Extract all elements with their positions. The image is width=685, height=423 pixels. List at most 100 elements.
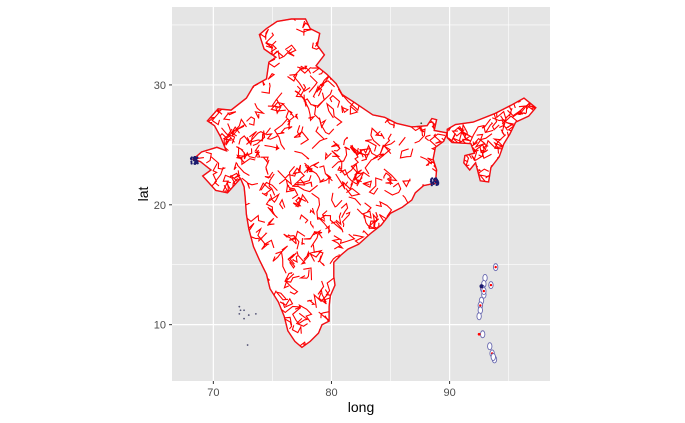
- district-line: [317, 216, 332, 234]
- coast-point: [190, 162, 193, 165]
- district-line: [306, 165, 322, 183]
- district-line: [222, 111, 237, 121]
- district-line: [229, 172, 242, 183]
- district-line: [331, 146, 351, 169]
- district-line: [296, 250, 310, 265]
- district-line: [210, 163, 218, 188]
- district-line: [291, 324, 302, 334]
- island-shape: [476, 312, 482, 321]
- district-line: [246, 116, 256, 126]
- district-line: [383, 140, 396, 155]
- district-line: [451, 129, 465, 137]
- island-shape: [490, 353, 496, 361]
- island-point: [247, 314, 250, 316]
- district-line: [474, 133, 489, 148]
- district-line: [267, 217, 275, 227]
- district-line: [364, 156, 379, 175]
- district-line: [398, 136, 406, 146]
- district-line: [355, 169, 365, 187]
- district-line: [264, 143, 280, 151]
- district-line: [385, 176, 394, 185]
- coast-point: [430, 184, 433, 187]
- district-line: [365, 139, 377, 152]
- district-line: [285, 179, 295, 193]
- district-line: [384, 182, 402, 196]
- district-line: [289, 252, 297, 265]
- district-line: [210, 156, 226, 170]
- district-line: [281, 316, 293, 330]
- district-line: [277, 170, 297, 179]
- island-point: [494, 265, 497, 269]
- district-line: [377, 144, 391, 161]
- district-line: [303, 181, 313, 188]
- district-line: [316, 80, 335, 97]
- district-line: [340, 202, 349, 219]
- district-line: [292, 164, 306, 180]
- district-line: [491, 117, 516, 132]
- district-line: [309, 207, 316, 216]
- district-line: [303, 267, 313, 281]
- district-line: [272, 48, 293, 60]
- island-point: [482, 289, 486, 293]
- district-line: [298, 130, 310, 145]
- island-point: [243, 317, 245, 320]
- district-line: [481, 144, 488, 151]
- district-line: [338, 162, 358, 186]
- island-point: [243, 309, 245, 312]
- district-line: [292, 184, 318, 193]
- district-line: [343, 136, 348, 146]
- district-line: [312, 104, 327, 129]
- district-line: [276, 121, 293, 135]
- district-line: [241, 177, 259, 189]
- district-line: [243, 148, 253, 157]
- district-line: [359, 144, 378, 158]
- district-line: [329, 94, 341, 108]
- coast-point: [431, 181, 434, 184]
- district-line: [383, 168, 398, 182]
- district-line: [337, 88, 361, 112]
- district-line: [499, 124, 506, 137]
- island-point: [489, 283, 493, 287]
- district-line: [350, 165, 370, 181]
- district-line: [484, 122, 494, 134]
- district-line: [289, 235, 300, 250]
- coast-point: [196, 160, 199, 163]
- district-line: [205, 151, 212, 164]
- district-line: [518, 105, 528, 115]
- island-point: [239, 309, 242, 312]
- district-line: [345, 187, 361, 197]
- coast-point: [435, 180, 439, 183]
- district-line: [260, 181, 278, 191]
- district-line: [263, 239, 275, 249]
- district-line: [309, 244, 323, 262]
- coast-point: [192, 159, 195, 162]
- district-line: [267, 98, 282, 115]
- district-line: [356, 208, 372, 219]
- district-line: [213, 166, 224, 187]
- district-line: [424, 134, 431, 142]
- district-line: [251, 133, 264, 143]
- district-line: [267, 73, 276, 80]
- district-line: [283, 273, 295, 289]
- district-line: [292, 66, 311, 92]
- district-line: [310, 221, 314, 229]
- coast-point: [433, 179, 436, 182]
- district-line: [287, 253, 296, 269]
- district-line: [261, 192, 269, 197]
- district-line: [301, 238, 305, 245]
- district-line: [349, 146, 371, 159]
- district-line: [265, 159, 270, 175]
- coast-point: [432, 182, 435, 186]
- district-line: [368, 211, 379, 230]
- x-tick-label: 80: [325, 387, 337, 399]
- island-point: [479, 304, 482, 307]
- district-line: [332, 140, 341, 152]
- district-line: [348, 196, 362, 206]
- district-line: [315, 126, 325, 140]
- island-point: [246, 344, 249, 346]
- district-line: [361, 180, 373, 189]
- district-line: [471, 154, 483, 162]
- district-line: [294, 83, 307, 101]
- district-line: [319, 176, 331, 183]
- district-line: [420, 156, 433, 165]
